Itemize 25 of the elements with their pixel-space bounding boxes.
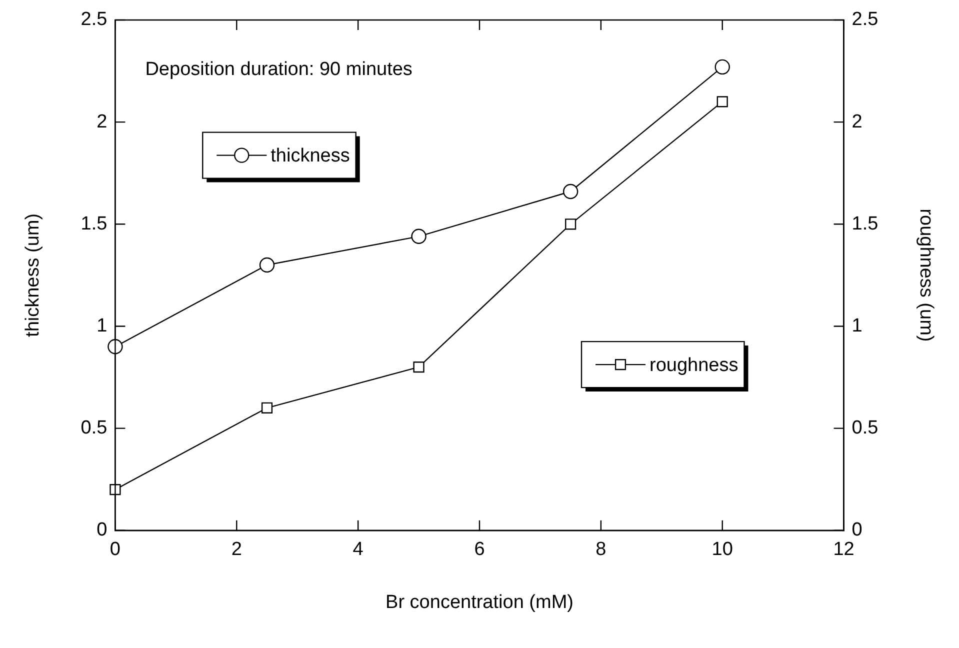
y2-tick-label: 1.5 [852, 213, 878, 234]
y-tick-label: 2.5 [80, 9, 108, 30]
y2-tick-label: 0.5 [852, 418, 878, 439]
x-tick-label: 2 [231, 539, 242, 560]
x-tick-label: 6 [474, 539, 485, 560]
y-tick-label: 1 [96, 315, 108, 336]
x-axis-title: Br concentration (mM) [386, 592, 574, 613]
y2-tick-label: 1 [852, 315, 862, 336]
legend-label: roughness [650, 354, 738, 376]
y-tick-label: 0.5 [80, 418, 108, 439]
legend-label: thickness [270, 146, 350, 167]
y2-tick-label: 2.5 [852, 9, 878, 30]
x-tick-label: 12 [833, 539, 854, 560]
x-tick-label: 0 [110, 539, 120, 560]
y-tick-label: 0 [96, 520, 108, 541]
y-tick-label: 1.5 [80, 213, 108, 234]
annotation: Deposition duration: 90 minutes [145, 59, 412, 80]
y2-tick-label: 0 [852, 520, 862, 541]
y2-axis-title: roughness (um) [915, 208, 936, 342]
x-tick-label: 10 [712, 539, 733, 560]
y-axis-title: thickness (um) [22, 213, 44, 337]
x-tick-label: 8 [596, 539, 606, 560]
y2-tick-label: 2 [852, 111, 862, 132]
x-tick-label: 4 [352, 539, 364, 560]
y-tick-label: 2 [96, 111, 108, 132]
